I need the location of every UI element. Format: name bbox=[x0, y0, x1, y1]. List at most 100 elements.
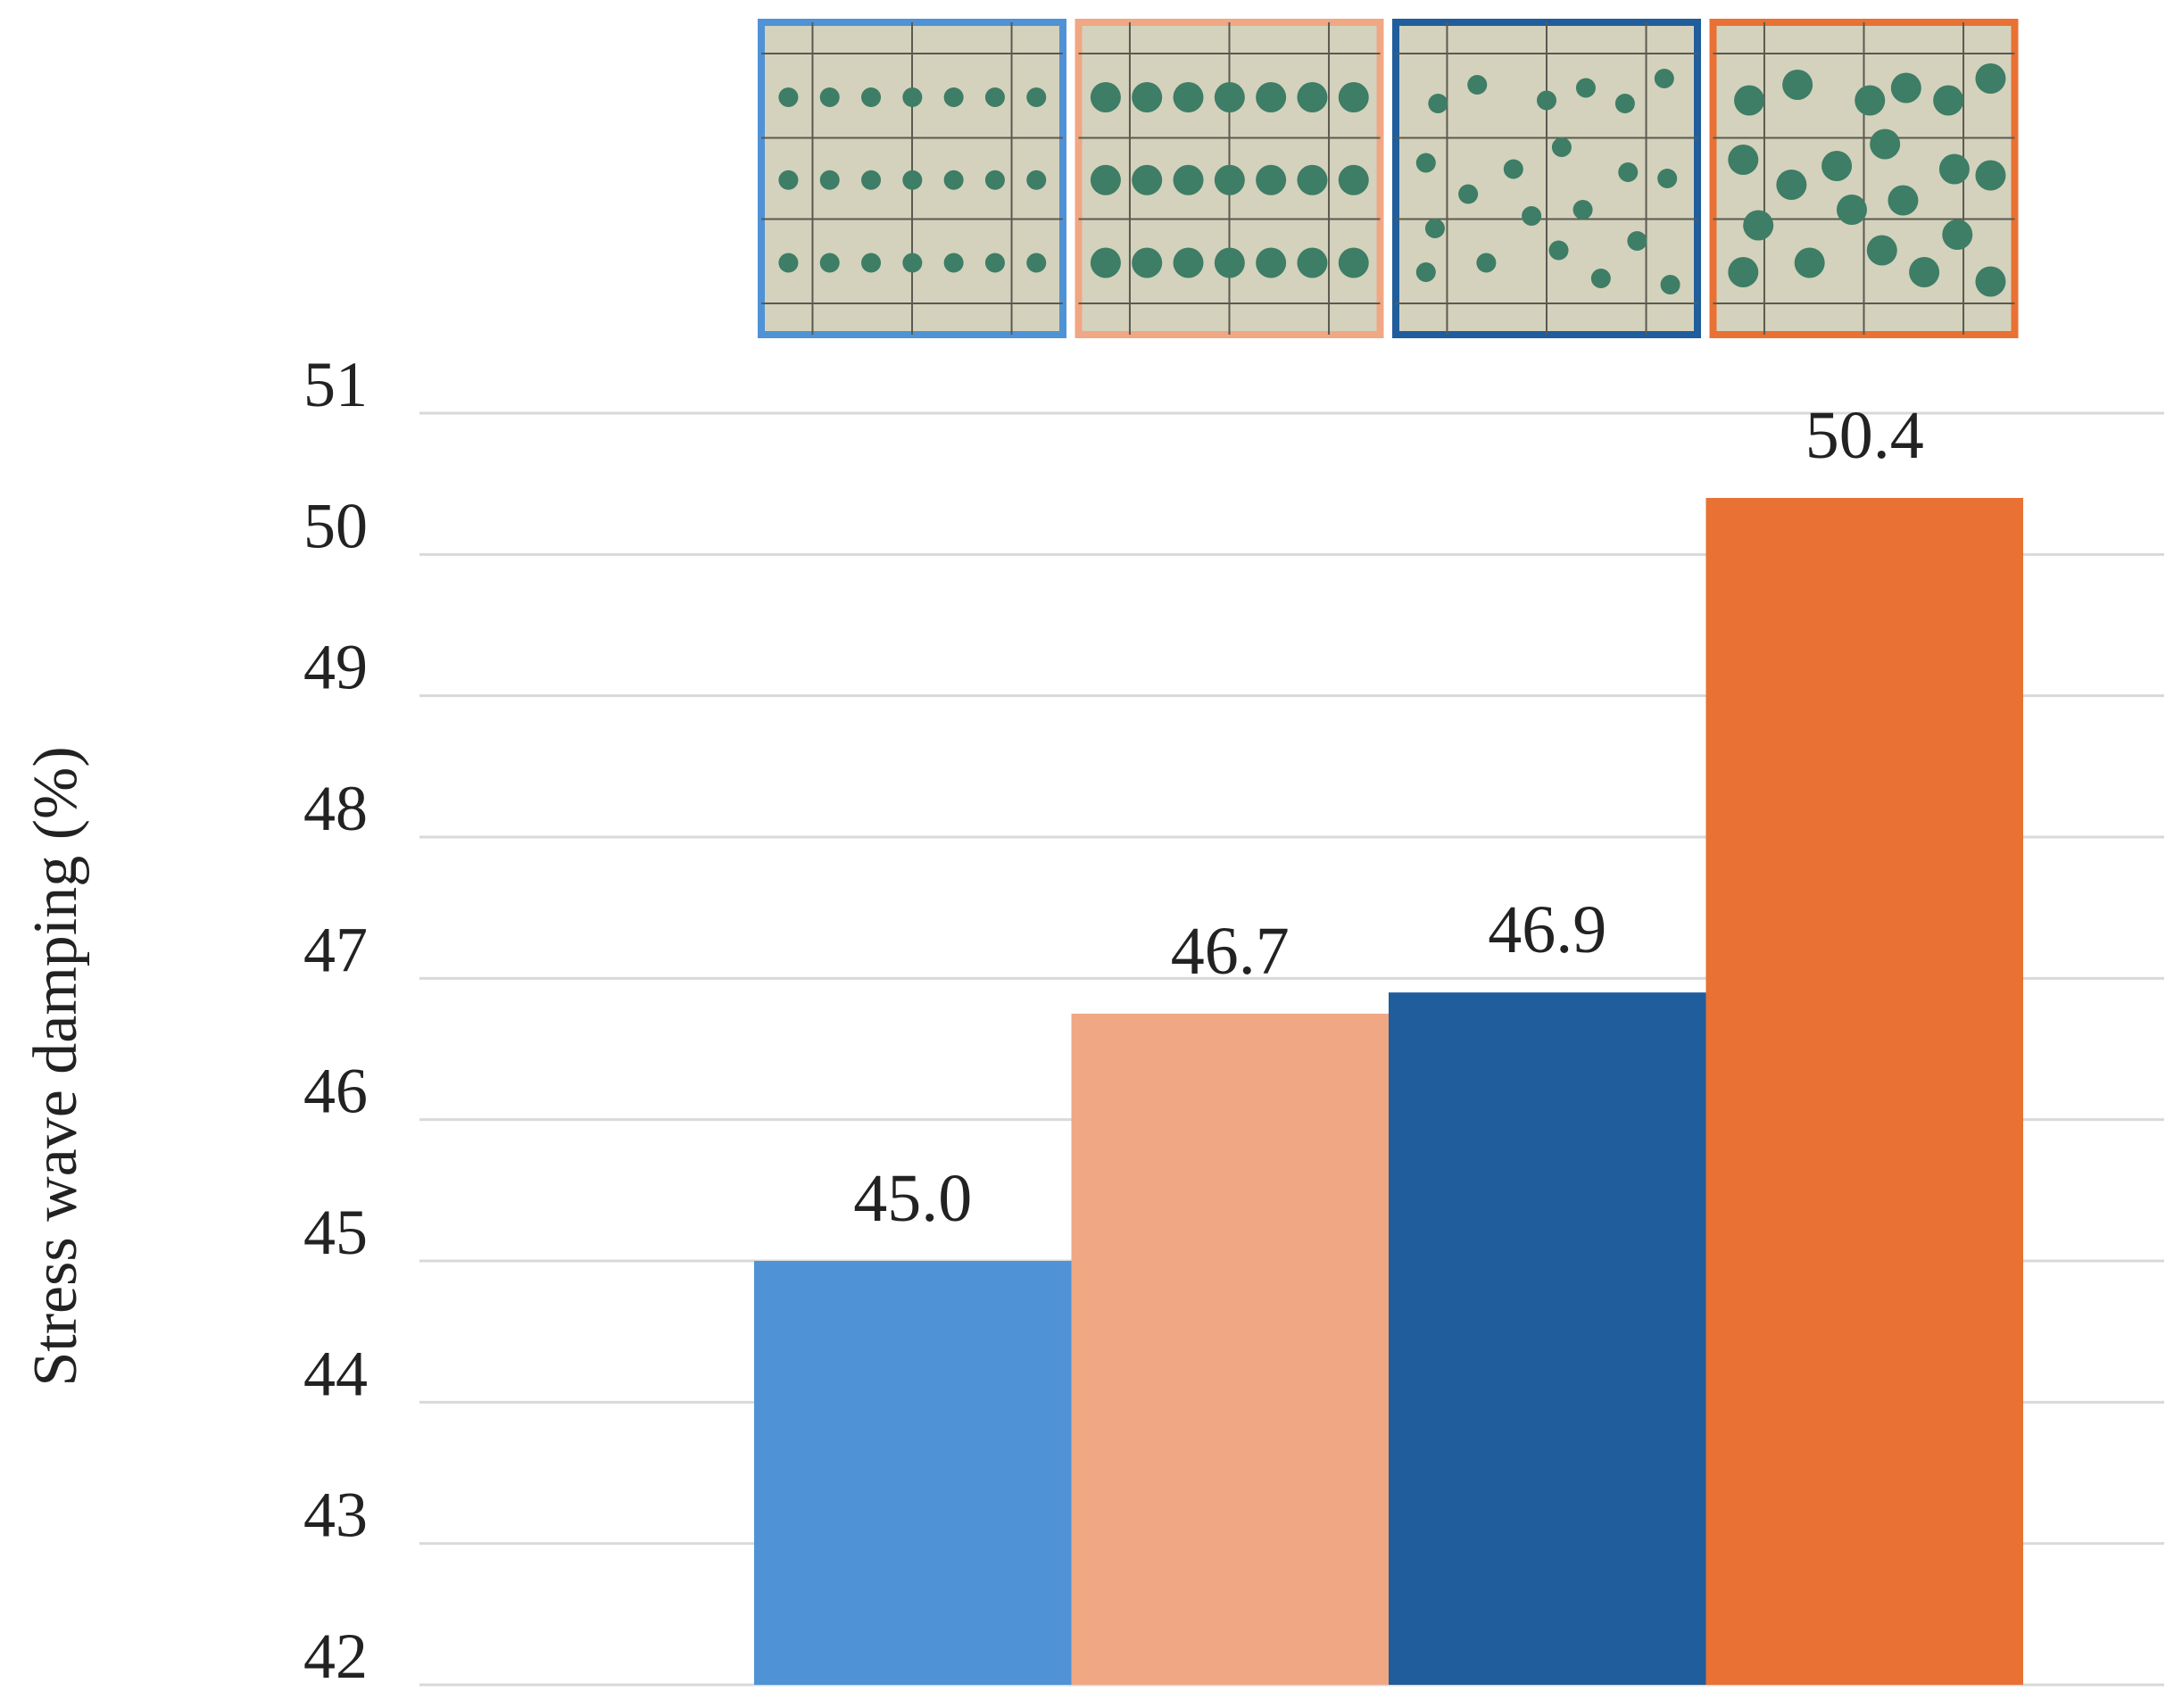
particle bbox=[1782, 70, 1813, 100]
particle bbox=[1476, 253, 1497, 273]
particle bbox=[1728, 145, 1759, 175]
y-tick-label-48: 48 bbox=[303, 773, 368, 844]
particle-layout-insets bbox=[758, 19, 2019, 338]
particle bbox=[902, 253, 923, 273]
particle bbox=[1503, 159, 1523, 179]
particle bbox=[1256, 164, 1287, 195]
particle bbox=[1173, 164, 1204, 195]
y-axis-title: Stress wave damping (%) bbox=[21, 746, 90, 1386]
inset-regular-large bbox=[1075, 19, 1384, 338]
particle bbox=[902, 170, 923, 190]
particle bbox=[1173, 247, 1204, 278]
particle bbox=[778, 87, 799, 107]
particle bbox=[1660, 275, 1680, 294]
bar-1 bbox=[754, 1261, 1072, 1685]
y-axis-tick-labels: 42 43 44 45 46 47 48 49 50 51 bbox=[303, 349, 368, 1692]
particle bbox=[1415, 262, 1436, 282]
particle bbox=[819, 253, 840, 273]
particle bbox=[1855, 85, 1886, 116]
particle bbox=[984, 87, 1005, 107]
particle bbox=[1132, 164, 1163, 195]
particle bbox=[1090, 164, 1121, 195]
particle bbox=[1214, 82, 1245, 112]
inset-random-small bbox=[1392, 19, 1701, 338]
particle bbox=[1888, 185, 1919, 216]
particle bbox=[902, 87, 923, 107]
particle bbox=[1909, 257, 1940, 287]
particle bbox=[861, 170, 882, 190]
particle bbox=[1297, 247, 1328, 278]
particle bbox=[1428, 94, 1448, 113]
y-tick-label-44: 44 bbox=[303, 1338, 368, 1409]
particle bbox=[1572, 200, 1593, 220]
data-label-2: 46.7 bbox=[1171, 914, 1290, 989]
y-tick-label-43: 43 bbox=[303, 1480, 368, 1551]
particle bbox=[1467, 75, 1488, 95]
particle bbox=[984, 170, 1005, 190]
particle bbox=[778, 170, 799, 190]
particle bbox=[1734, 85, 1765, 116]
particle bbox=[861, 87, 882, 107]
particle bbox=[1424, 219, 1445, 238]
particle bbox=[1458, 184, 1479, 204]
y-tick-label-51: 51 bbox=[303, 349, 368, 420]
particle bbox=[943, 87, 964, 107]
particle bbox=[1338, 247, 1369, 278]
particle bbox=[1026, 253, 1047, 273]
particle bbox=[1654, 69, 1674, 88]
particle bbox=[1627, 231, 1647, 251]
particle bbox=[1657, 169, 1678, 188]
particle bbox=[778, 253, 799, 273]
particle bbox=[1938, 153, 1970, 185]
particle bbox=[1942, 220, 1973, 250]
particle bbox=[1743, 210, 1774, 241]
particle bbox=[1090, 247, 1121, 278]
particle bbox=[1975, 160, 2006, 191]
data-label-1: 45.0 bbox=[853, 1161, 972, 1236]
particle bbox=[819, 87, 840, 107]
particle bbox=[1256, 82, 1287, 112]
data-labels: 45.0 46.7 46.9 50.4 bbox=[853, 398, 1924, 1236]
particle bbox=[1575, 78, 1596, 98]
particle bbox=[1214, 247, 1245, 278]
bar-2 bbox=[1071, 1013, 1389, 1685]
particle bbox=[1297, 164, 1328, 195]
bar-3 bbox=[1389, 992, 1706, 1685]
particle bbox=[1132, 82, 1163, 112]
particle bbox=[943, 170, 964, 190]
data-label-4: 50.4 bbox=[1805, 398, 1924, 473]
y-tick-label-49: 49 bbox=[303, 632, 368, 703]
particle bbox=[1026, 87, 1047, 107]
y-tick-label-46: 46 bbox=[303, 1056, 368, 1127]
data-label-3: 46.9 bbox=[1488, 892, 1606, 967]
particle bbox=[1338, 82, 1369, 112]
particle bbox=[1522, 206, 1542, 226]
particle bbox=[1821, 151, 1853, 181]
bars bbox=[754, 498, 2023, 1685]
particle bbox=[1614, 94, 1635, 113]
particle bbox=[1836, 195, 1867, 225]
particle bbox=[984, 253, 1005, 273]
particle bbox=[861, 253, 882, 273]
particle bbox=[1026, 170, 1047, 190]
particle bbox=[1975, 266, 2006, 297]
y-tick-label-50: 50 bbox=[303, 490, 368, 561]
y-tick-label-42: 42 bbox=[303, 1621, 368, 1692]
particle bbox=[1173, 82, 1204, 112]
particle bbox=[1548, 240, 1569, 261]
particle bbox=[819, 170, 840, 190]
particle bbox=[1776, 170, 1807, 200]
particle bbox=[1618, 162, 1639, 182]
particle bbox=[1338, 164, 1369, 195]
bar-4 bbox=[1705, 498, 2023, 1685]
particle bbox=[1415, 153, 1436, 173]
particle bbox=[1866, 235, 1897, 266]
particle bbox=[1870, 129, 1901, 160]
particle bbox=[1537, 90, 1556, 111]
particle bbox=[1590, 269, 1611, 288]
particle bbox=[1132, 247, 1163, 278]
y-tick-label-45: 45 bbox=[303, 1197, 368, 1268]
y-tick-label-47: 47 bbox=[303, 914, 368, 985]
particle bbox=[1794, 247, 1825, 278]
